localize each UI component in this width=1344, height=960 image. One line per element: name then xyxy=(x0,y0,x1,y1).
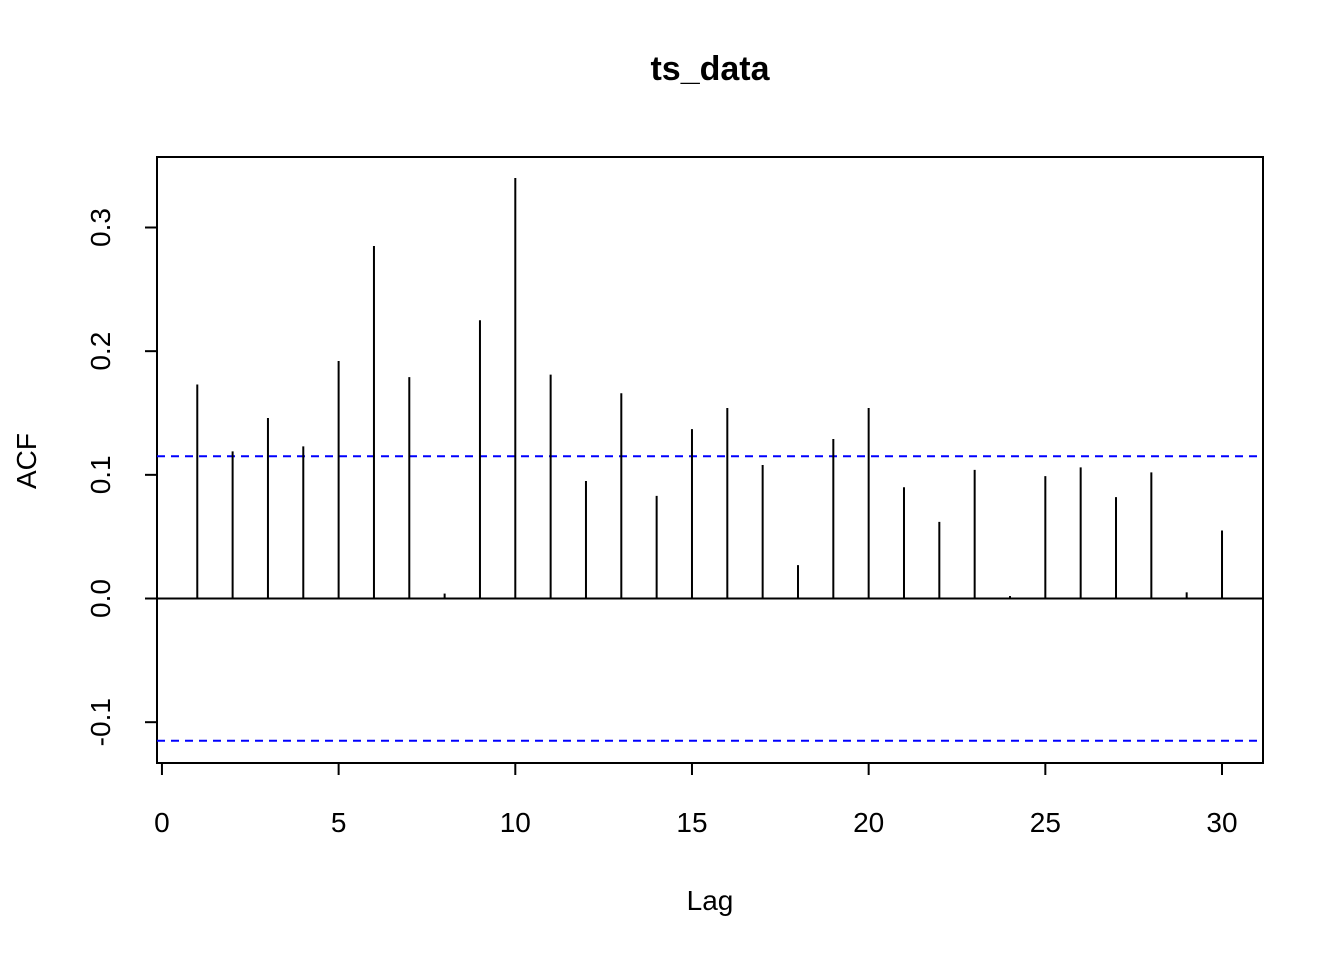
x-tick-label: 20 xyxy=(853,807,884,838)
x-tick-label: 15 xyxy=(676,807,707,838)
x-axis-label: Lag xyxy=(687,885,734,916)
x-tick-label: 5 xyxy=(331,807,347,838)
x-tick-label: 10 xyxy=(500,807,531,838)
x-tick-label: 25 xyxy=(1030,807,1061,838)
y-axis-label: ACF xyxy=(11,433,42,489)
x-tick-label: 30 xyxy=(1206,807,1237,838)
y-tick-label: 0.0 xyxy=(85,579,116,618)
plot-frame xyxy=(156,156,1264,764)
y-tick-label: 0.3 xyxy=(85,208,116,247)
y-tick-label: 0.1 xyxy=(85,455,116,494)
y-tick-label: 0.2 xyxy=(85,332,116,371)
chart-title: ts_data xyxy=(650,50,770,88)
x-tick-label: 0 xyxy=(154,807,170,838)
y-tick-label: -0.1 xyxy=(85,698,116,746)
